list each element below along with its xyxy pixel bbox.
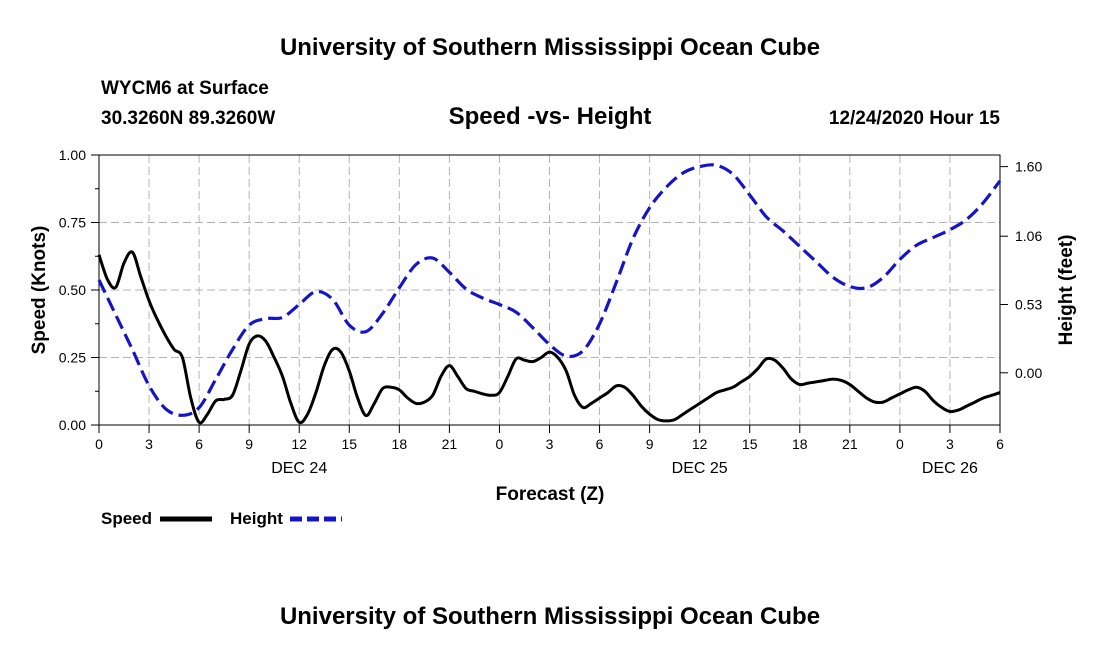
x-tick-label: 3 xyxy=(946,436,954,452)
y2-tick-label: 0.00 xyxy=(1015,365,1042,381)
axis-ticks: 0 3 6 9 12 15 18 21 0 3 6 9 12 15 18 21 0 3 6 0.00 0.25 0.50 0… xyxy=(59,147,1043,477)
y-tick-label: 0.75 xyxy=(59,215,86,231)
x-tick-label: 21 xyxy=(442,436,458,452)
series-lines xyxy=(97,163,1002,425)
y-tick-label: 0.00 xyxy=(59,417,86,433)
x-tick-label: 9 xyxy=(245,436,253,452)
y2-axis-label: Height (feet) xyxy=(1056,235,1077,346)
x-tick-label: 3 xyxy=(546,436,554,452)
legend-height-label: Height xyxy=(230,509,283,528)
x-tick-label: 0 xyxy=(95,436,103,452)
x-tick-label: 9 xyxy=(646,436,654,452)
x-tick-label: 21 xyxy=(842,436,858,452)
y2-tick-label: 1.60 xyxy=(1015,159,1042,175)
y2-tick-label: 0.53 xyxy=(1015,296,1042,312)
x-tick-label: 0 xyxy=(496,436,504,452)
legend-speed-label: Speed xyxy=(101,509,152,528)
x-tick-label: 6 xyxy=(996,436,1004,452)
run-time: 12/24/2020 Hour 15 xyxy=(829,108,1001,129)
station-name: WYCM6 at Surface xyxy=(101,78,269,99)
x-tick-label: 12 xyxy=(291,436,307,452)
x-tick-label: 15 xyxy=(341,436,357,452)
x-tick-label: 0 xyxy=(896,436,904,452)
x-tick-label: 15 xyxy=(742,436,758,452)
x-tick-label: 3 xyxy=(145,436,153,452)
legend: Speed Height xyxy=(101,509,342,528)
day-label: DEC 25 xyxy=(672,460,728,477)
footer-title: University of Southern Mississippi Ocean… xyxy=(280,603,820,630)
speed-series-line xyxy=(97,250,1001,425)
day-label: DEC 26 xyxy=(922,460,978,477)
x-tick-label: 6 xyxy=(596,436,604,452)
day-label: DEC 24 xyxy=(271,460,327,477)
page-title: University of Southern Mississippi Ocean… xyxy=(280,34,820,61)
x-tick-label: 6 xyxy=(195,436,203,452)
x-tick-label: 18 xyxy=(392,436,408,452)
x-axis-label: Forecast (Z) xyxy=(496,484,605,505)
y-tick-label: 1.00 xyxy=(59,147,86,163)
y-tick-label: 0.25 xyxy=(59,350,86,366)
y-axis-label: Speed (Knots) xyxy=(29,226,50,355)
x-tick-label: 18 xyxy=(792,436,808,452)
station-coords: 30.3260N 89.3260W xyxy=(101,108,275,129)
x-tick-label: 12 xyxy=(692,436,708,452)
y-tick-label: 0.50 xyxy=(59,282,86,298)
y2-tick-label: 1.06 xyxy=(1015,228,1042,244)
grid-lines xyxy=(99,155,1000,425)
chart-title: Speed -vs- Height xyxy=(449,103,652,130)
